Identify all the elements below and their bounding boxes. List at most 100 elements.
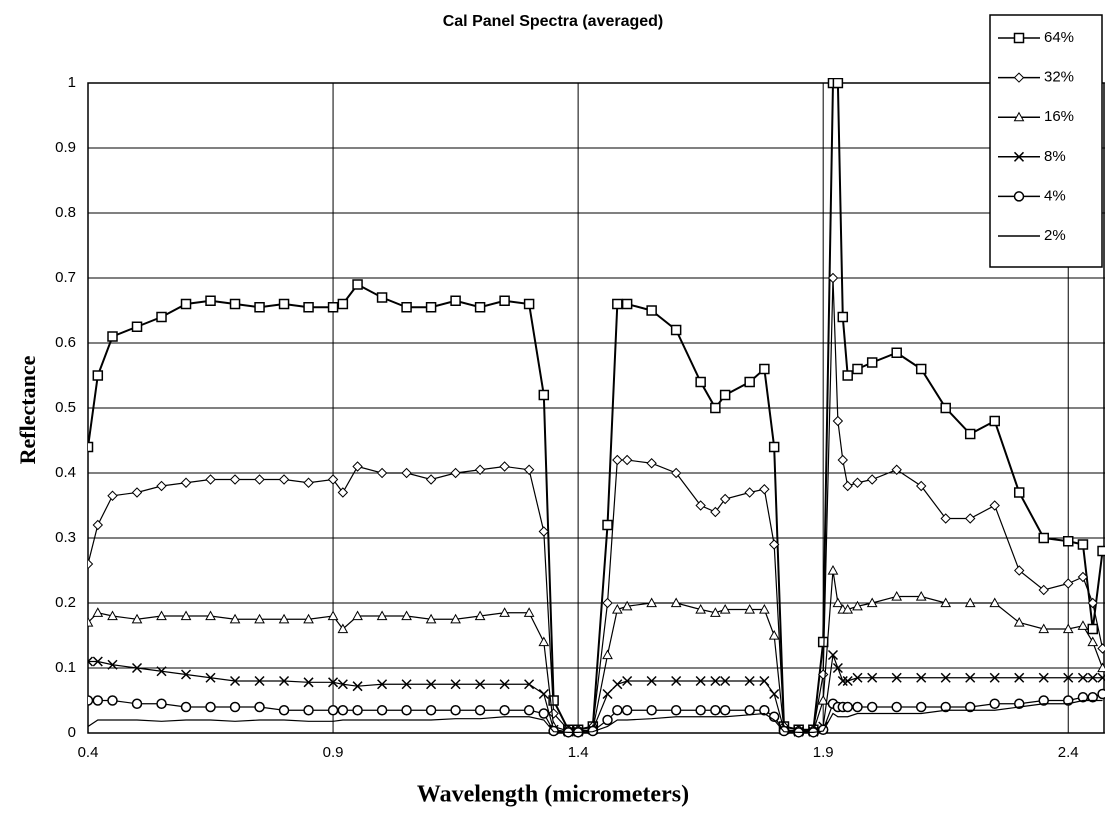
series-line	[88, 277, 1104, 731]
marker	[695, 675, 706, 687]
marker	[352, 681, 363, 692]
marker	[1013, 698, 1025, 709]
marker	[842, 603, 854, 614]
marker	[744, 487, 755, 498]
marker	[646, 597, 657, 608]
marker	[866, 357, 878, 368]
marker	[180, 669, 192, 680]
marker	[759, 705, 770, 716]
marker	[377, 679, 388, 690]
marker	[1077, 692, 1089, 703]
marker	[1038, 672, 1049, 683]
legend-label: 4%	[1044, 187, 1066, 204]
marker	[538, 708, 550, 719]
marker	[1063, 672, 1074, 683]
y-tick-label: 0.5	[55, 399, 76, 416]
marker	[538, 526, 550, 537]
marker	[837, 454, 848, 466]
marker	[352, 461, 363, 472]
marker	[278, 298, 290, 310]
y-tick-label: 0.2	[55, 594, 76, 611]
marker	[523, 705, 535, 716]
marker	[156, 610, 167, 621]
marker	[425, 705, 437, 716]
marker	[180, 477, 192, 488]
x-tick-label: 2.4	[1058, 744, 1079, 761]
marker	[229, 298, 241, 310]
x-tick-label: 1.4	[568, 744, 589, 761]
marker	[612, 454, 623, 466]
marker	[965, 513, 976, 524]
marker	[832, 415, 844, 427]
marker	[475, 679, 486, 690]
marker	[352, 705, 363, 716]
marker	[327, 610, 339, 621]
marker	[621, 454, 633, 466]
x-tick-label: 0.4	[78, 744, 99, 761]
marker	[499, 295, 510, 306]
marker	[474, 610, 486, 621]
marker	[842, 675, 853, 687]
marker	[131, 698, 143, 709]
marker	[842, 480, 853, 492]
marker	[337, 623, 349, 634]
marker	[621, 298, 633, 310]
marker	[768, 629, 780, 640]
marker	[401, 610, 412, 621]
marker	[303, 302, 314, 313]
marker	[989, 415, 1000, 427]
x-tick-label: 0.9	[323, 744, 344, 761]
marker	[670, 324, 682, 336]
marker	[499, 607, 510, 617]
marker	[989, 672, 1000, 683]
y-tick-label: 0.4	[55, 464, 76, 481]
marker	[670, 597, 682, 608]
y-tick-label: 0	[68, 724, 76, 741]
marker	[303, 613, 314, 624]
marker	[744, 675, 755, 687]
marker	[622, 675, 633, 687]
marker	[940, 402, 951, 414]
marker	[621, 600, 633, 611]
marker	[710, 402, 721, 414]
marker	[646, 705, 657, 716]
marker	[827, 272, 839, 284]
marker	[612, 298, 623, 310]
marker	[229, 474, 241, 485]
marker	[107, 659, 118, 670]
marker	[88, 616, 94, 627]
marker	[832, 662, 843, 674]
series-line	[88, 82, 1104, 731]
marker	[719, 705, 731, 716]
marker	[1014, 672, 1025, 683]
series-line	[88, 570, 1104, 732]
marker	[328, 677, 339, 688]
marker	[964, 597, 976, 608]
marker	[88, 441, 94, 453]
marker	[352, 610, 363, 621]
marker	[107, 490, 118, 501]
marker	[915, 701, 927, 713]
marker	[524, 679, 535, 690]
marker	[450, 295, 461, 306]
marker	[254, 613, 265, 624]
marker	[401, 467, 412, 479]
marker	[1077, 672, 1088, 683]
marker	[1038, 623, 1050, 634]
marker	[337, 705, 349, 716]
marker	[891, 701, 902, 713]
marker	[1063, 578, 1074, 589]
marker	[695, 603, 707, 614]
marker	[426, 679, 437, 690]
marker	[621, 705, 633, 716]
marker	[254, 675, 265, 687]
marker	[611, 603, 623, 614]
marker	[180, 610, 192, 621]
marker	[156, 698, 167, 709]
y-tick-label: 0.7	[55, 269, 76, 286]
marker	[205, 610, 216, 621]
marker	[719, 603, 731, 614]
marker	[671, 675, 682, 687]
marker	[107, 695, 118, 706]
